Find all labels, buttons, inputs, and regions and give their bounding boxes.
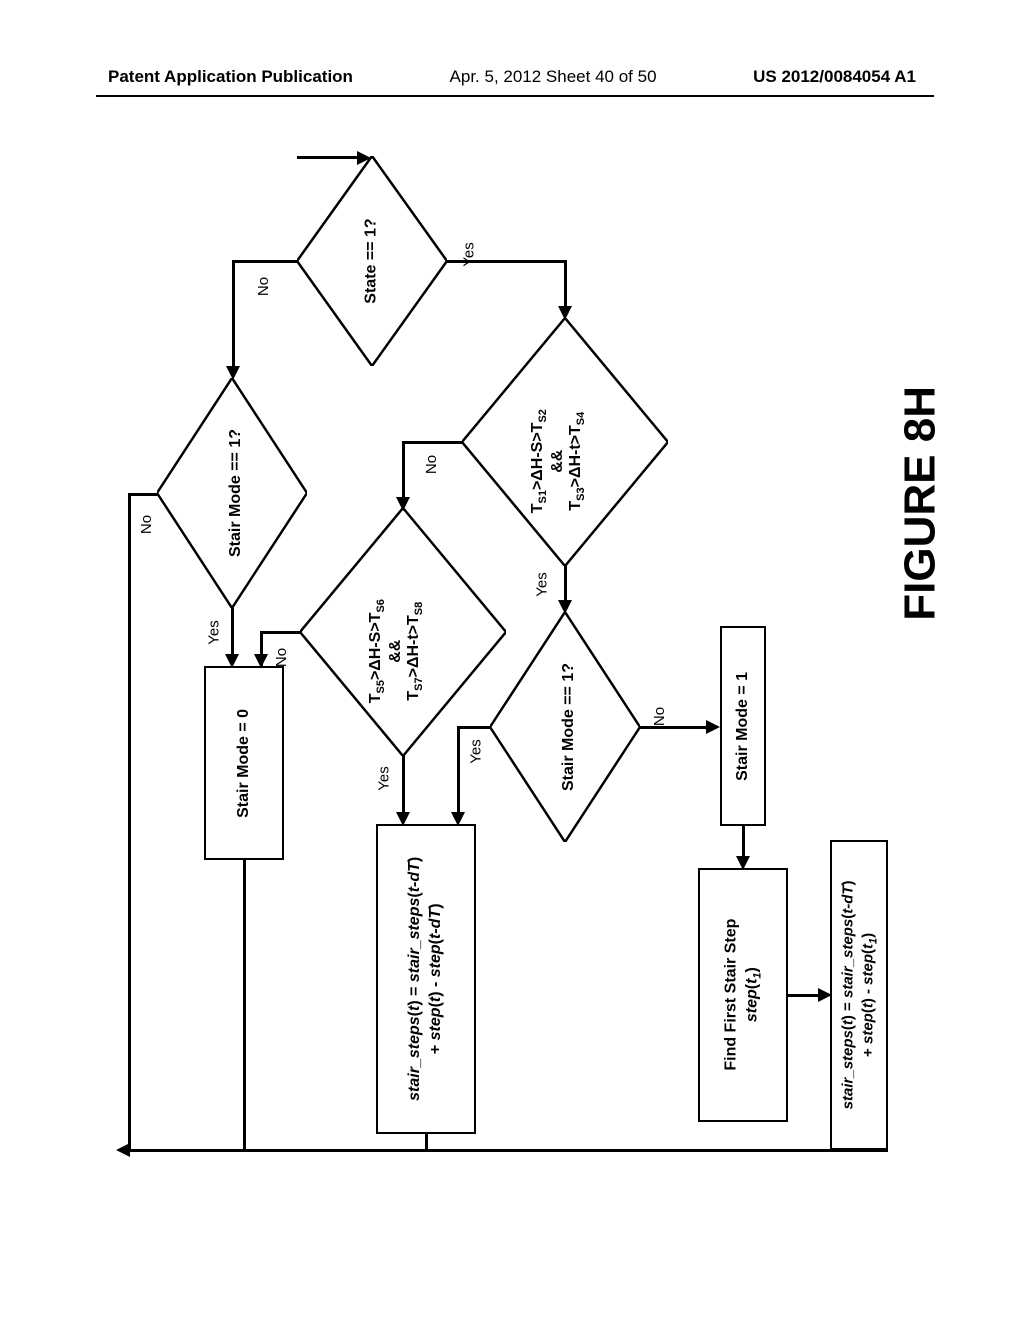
header-right: US 2012/0084054 A1 — [753, 67, 916, 87]
edge — [788, 994, 822, 997]
header-center: Apr. 5, 2012 Sheet 40 of 50 — [450, 67, 657, 87]
edge — [128, 493, 158, 496]
edge-label-yes: Yes — [376, 766, 393, 790]
edge — [425, 1134, 428, 1149]
diamond-stairmode-right-label: Stair Mode == 1? — [560, 663, 578, 791]
edge — [457, 726, 491, 729]
edge — [564, 260, 567, 310]
rect-findfirst: Find First Stair Stepstep(t1) — [698, 868, 788, 1122]
edge — [128, 1149, 888, 1152]
edge-label-yes: Yes — [534, 572, 551, 596]
edge-label-no: No — [255, 277, 272, 296]
figure-title: FIGURE 8H — [896, 386, 946, 621]
edge-label-no: No — [423, 455, 440, 474]
edge-label-yes: Yes — [206, 620, 223, 644]
rect-findfirst-label: Find First Stair Stepstep(t1) — [721, 919, 764, 1071]
edge — [742, 826, 745, 860]
edge — [243, 860, 246, 1149]
edge — [457, 726, 460, 816]
edge — [231, 608, 234, 658]
edge — [402, 756, 405, 816]
flowchart: State == 1? Yes No Stair Mode == 1? No Y… — [122, 156, 896, 1160]
diamond-cond1-label: TS1>ΔH-S>TS2&&TS3>ΔH-t>TS4 — [529, 409, 587, 513]
arrow-icon — [116, 1143, 130, 1157]
rect-formula-left: stair_steps(t) = stair_steps(t-dT)+ step… — [376, 824, 476, 1134]
arrow-icon — [706, 720, 720, 734]
diamond-stairmode-left-label: Stair Mode == 1? — [227, 429, 245, 557]
edge — [260, 631, 302, 634]
figure-area: FIGURE 8H State == 1? Yes No Stair Mode … — [122, 156, 896, 1160]
edge — [128, 493, 131, 1151]
edge — [402, 441, 405, 501]
rect-formula-right-label: stair_steps(t) = stair_steps(t-dT)+ step… — [838, 881, 880, 1110]
header-left: Patent Application Publication — [108, 67, 353, 87]
page-header: Patent Application Publication Apr. 5, 2… — [0, 67, 1024, 87]
rect-formula-right: stair_steps(t) = stair_steps(t-dT)+ step… — [830, 840, 888, 1150]
rect-stairmode0: Stair Mode = 0 — [204, 666, 284, 860]
edge-label-yes: Yes — [468, 739, 485, 763]
rect-stairmode1: Stair Mode = 1 — [720, 626, 766, 826]
diamond-cond2-label: TS5>ΔH-S>TS6&&TS7>ΔH-t>TS8 — [367, 599, 425, 703]
edge — [640, 726, 710, 729]
edge — [402, 441, 462, 444]
edge — [232, 260, 235, 370]
edge-label-no: No — [138, 515, 155, 534]
edge-label-yes: Yes — [461, 242, 478, 266]
edge — [564, 566, 567, 604]
edge-label-no: No — [651, 707, 668, 726]
diamond-state-label: State == 1? — [363, 218, 381, 303]
edge — [232, 260, 298, 263]
rect-stairmode0-label: Stair Mode = 0 — [234, 709, 255, 818]
rect-formula-left-label: stair_steps(t) = stair_steps(t-dT)+ step… — [405, 857, 447, 1101]
rect-stairmode1-label: Stair Mode = 1 — [733, 672, 754, 781]
edge-label-no: No — [273, 648, 290, 667]
